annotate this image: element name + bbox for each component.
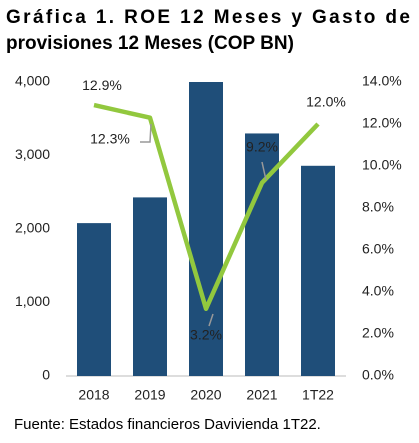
bar	[77, 223, 111, 376]
y2-tick-label: 6.0%	[362, 241, 394, 257]
data-label: 3.2%	[190, 327, 222, 343]
leader-line	[261, 161, 267, 181]
data-label: 12.3%	[90, 130, 130, 146]
chart-title: Gráfica 1. ROE 12 Meses y Gasto de provis…	[6, 7, 410, 54]
data-label: 12.0%	[306, 94, 346, 110]
x-tick-label: 2020	[190, 387, 221, 403]
y2-tick-label: 4.0%	[362, 283, 394, 299]
data-label: 9.2%	[246, 139, 278, 155]
x-tick-label: 2021	[246, 387, 277, 403]
y2-tick-label: 10.0%	[362, 157, 402, 173]
source: Fuente: Estados financieros Davivienda 1…	[14, 416, 321, 433]
y-tick-label: 3,000	[15, 146, 50, 162]
y-tick-label: 2,000	[15, 220, 50, 236]
y-tick-label: 4,000	[15, 73, 50, 89]
bar	[133, 197, 167, 376]
y2-tick-label: 8.0%	[362, 199, 394, 215]
y2-tick-label: 14.0%	[362, 73, 402, 89]
leader-line	[140, 123, 152, 143]
data-label: 12.9%	[82, 77, 122, 93]
x-tick-label: 2018	[78, 387, 109, 403]
x-tick-label: 2019	[134, 387, 165, 403]
y2-tick-label: 12.0%	[362, 115, 402, 131]
x-tick-label: 1T22	[302, 387, 334, 403]
line	[93, 102, 320, 312]
bar	[189, 82, 223, 376]
y2-tick-label: 0.0%	[362, 367, 394, 383]
bar	[301, 165, 335, 376]
y-tick-label: 1,000	[15, 293, 50, 309]
y2-tick-label: 2.0%	[362, 325, 394, 341]
leader-lines	[140, 123, 267, 327]
leader-line	[208, 313, 214, 327]
y-tick-label: 0	[42, 367, 50, 383]
